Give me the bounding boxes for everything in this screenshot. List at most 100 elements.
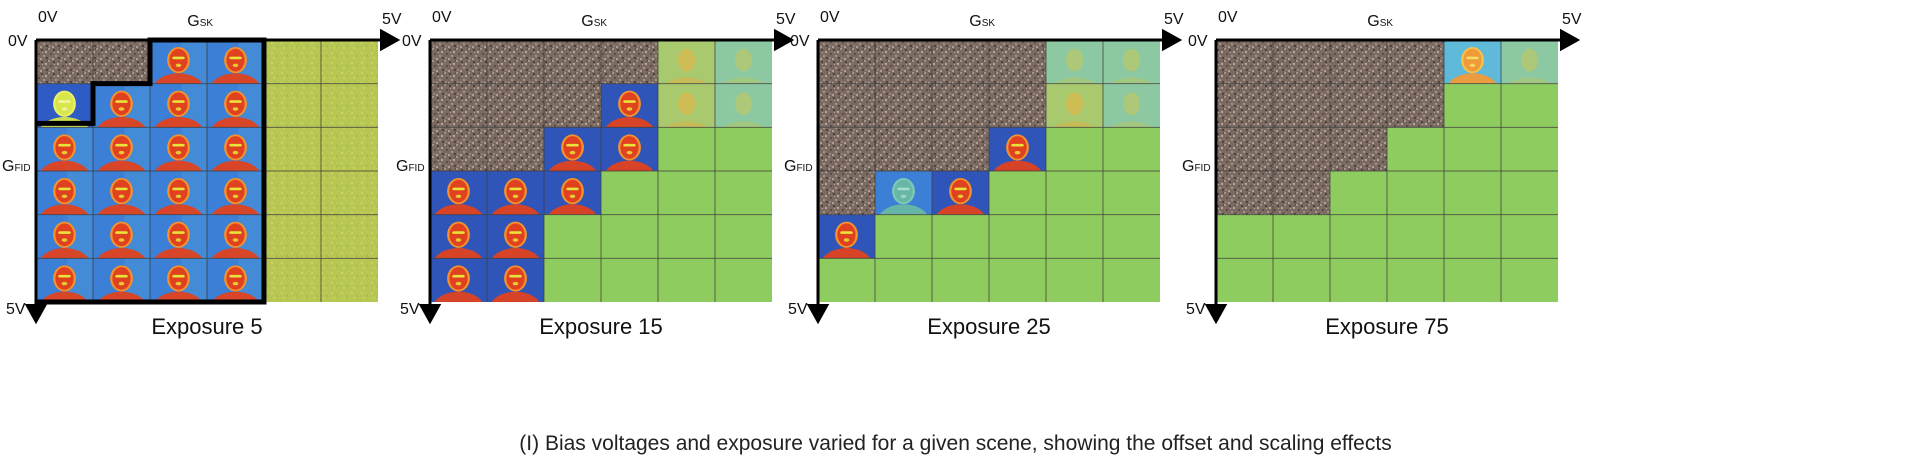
grid-cell: [932, 258, 989, 302]
grid-cell: [544, 171, 601, 215]
y-axis-end-label: 5V: [6, 301, 26, 318]
grid-cell: [1501, 127, 1558, 171]
panel-1: 0V0V5V5VGSKGFIDExposure 5: [2, 9, 402, 339]
grid-cell: [1387, 40, 1444, 84]
grid-cell: [544, 40, 601, 84]
grid-cell: [487, 215, 544, 259]
grid-cell: [1273, 258, 1330, 302]
x-axis-end-label: 5V: [382, 11, 402, 28]
grid-cell: [264, 84, 321, 128]
panel-2: 0V0V5V5VGSKGFIDExposure 15: [396, 9, 796, 339]
y-axis-end-label: 5V: [788, 301, 808, 318]
grid-cell: [207, 40, 264, 84]
grid-cell: [601, 215, 658, 259]
y-axis-origin-label: 0V: [402, 33, 422, 50]
grid-cell: [36, 84, 93, 128]
grid-cell: [658, 258, 715, 302]
grid-cell: [1501, 40, 1558, 84]
grid-cell: [1330, 127, 1387, 171]
grid-cell: [1330, 40, 1387, 84]
grid-cell: [1216, 127, 1273, 171]
grid-cell: [1046, 127, 1103, 171]
grid-cell: [207, 84, 264, 128]
grid-cell: [989, 84, 1046, 128]
grid-cell: [989, 258, 1046, 302]
grid-cell: [264, 215, 321, 259]
grid-cell: [658, 40, 715, 84]
grid-cell: [1216, 215, 1273, 259]
grid-cell: [487, 127, 544, 171]
grid-cell: [487, 40, 544, 84]
grid-cell: [818, 215, 875, 259]
grid-cell: [1387, 258, 1444, 302]
grid-cell: [150, 258, 207, 302]
grid-cell: [487, 171, 544, 215]
grid-cell: [932, 215, 989, 259]
grid-cell: [715, 258, 772, 302]
x-axis-title: GSK: [581, 13, 607, 30]
grid-cell: [1501, 171, 1558, 215]
grid-cell: [932, 171, 989, 215]
grid-cell: [1216, 258, 1273, 302]
grid-cell: [1216, 171, 1273, 215]
grid-cell: [430, 40, 487, 84]
grid-cell: [1046, 40, 1103, 84]
grid-cell: [36, 171, 93, 215]
grid-cell: [1273, 127, 1330, 171]
grid-cell: [1330, 215, 1387, 259]
grid-cell: [875, 215, 932, 259]
grid-cell: [1387, 171, 1444, 215]
panel-title: Exposure 75: [1325, 314, 1449, 339]
grid-cell: [932, 127, 989, 171]
grid-cell: [818, 84, 875, 128]
grid-cell: [207, 215, 264, 259]
grid-cell: [715, 127, 772, 171]
grid-cell: [93, 40, 150, 84]
grid-cell: [1273, 215, 1330, 259]
grid-cell: [1273, 40, 1330, 84]
grid-cell: [1501, 215, 1558, 259]
grid-cell: [207, 258, 264, 302]
grid-cell: [1387, 215, 1444, 259]
grid-cell: [1103, 171, 1160, 215]
grid-cell: [1444, 40, 1501, 84]
figure-caption: (I) Bias voltages and exposure varied fo…: [0, 432, 1911, 456]
y-axis-title: GFID: [1182, 158, 1211, 175]
grid-cell: [36, 40, 93, 84]
x-axis-arrow: [1560, 29, 1580, 52]
x-axis-arrow: [380, 29, 400, 52]
grid-cell: [1330, 84, 1387, 128]
panel-title: Exposure 15: [539, 314, 663, 339]
grid-cell: [1046, 171, 1103, 215]
grid-cell: [544, 258, 601, 302]
x-axis-end-label: 5V: [1164, 11, 1184, 28]
grid-cell: [715, 84, 772, 128]
grid-cell: [264, 171, 321, 215]
grid-cell: [1501, 84, 1558, 128]
grid-cell: [658, 84, 715, 128]
grid-cell: [150, 171, 207, 215]
grid-cell: [487, 258, 544, 302]
grid-cell: [264, 258, 321, 302]
grid-cell: [818, 40, 875, 84]
y-axis-origin-label: 0V: [790, 33, 810, 50]
grid-cell: [1444, 84, 1501, 128]
grid-cell: [430, 171, 487, 215]
grid-cell: [321, 215, 378, 259]
grid-cell: [1103, 215, 1160, 259]
grid-cell: [36, 258, 93, 302]
grid-cell: [875, 40, 932, 84]
y-axis-arrow: [807, 304, 830, 324]
grid-cell: [1444, 258, 1501, 302]
grid-cell: [1216, 84, 1273, 128]
grid-cell: [601, 127, 658, 171]
grid-cell: [1501, 258, 1558, 302]
x-axis-origin-label: 0V: [1218, 9, 1238, 26]
grid-cell: [93, 84, 150, 128]
y-axis-end-label: 5V: [1186, 301, 1206, 318]
grid-cell: [875, 171, 932, 215]
grid-cell: [150, 215, 207, 259]
grid-cell: [207, 171, 264, 215]
grid-cell: [487, 84, 544, 128]
